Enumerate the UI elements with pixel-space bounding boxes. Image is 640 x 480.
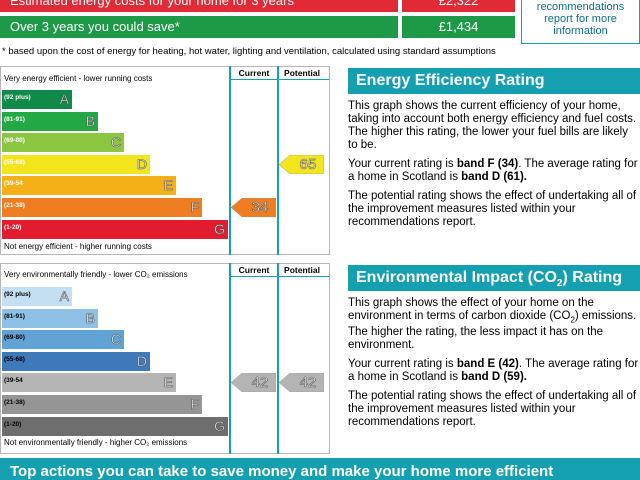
chart-frame: [0, 263, 330, 454]
band-a: (92 plus) A: [2, 287, 72, 306]
text-sub: 2: [570, 315, 575, 325]
band-range: (39-54: [4, 180, 23, 188]
env-panel-current: Your current rating is band E (42). The …: [348, 358, 640, 384]
band-range: (92 plus): [4, 94, 31, 101]
band-range: (81-91): [4, 115, 25, 123]
text-span: This graph shows the effect of your home…: [348, 297, 594, 322]
band-range: (1-20): [4, 223, 22, 231]
current-rating-value: 34: [251, 199, 269, 217]
text-span: ) emissions. The higher the rating, the …: [348, 310, 637, 352]
energy-panel-text: This graph shows the current efficiency …: [348, 100, 640, 235]
chart-bottom-caption: Not environmentally friendly - higher CO…: [4, 438, 188, 447]
band-letter: E: [163, 177, 173, 194]
band-letter: A: [59, 91, 69, 108]
band-letter: C: [110, 134, 122, 151]
potential-rating-arrow: 42: [279, 373, 324, 393]
column-divider: [229, 263, 231, 454]
current-band: band F (34): [456, 158, 519, 170]
band-letter: D: [136, 352, 148, 369]
band-range: (1-20): [4, 420, 22, 428]
band-range: (92 plus): [4, 291, 31, 298]
potential-rating-value: 42: [299, 374, 317, 392]
band-range: (55-68): [4, 158, 25, 166]
band-e: (39-54 E: [2, 373, 176, 393]
band-range: (81-91): [4, 312, 25, 320]
chart-bottom-caption: Not energy efficient - higher running co…: [4, 242, 152, 251]
header-rule: [229, 276, 329, 277]
column-divider: [229, 66, 231, 255]
band-e: (39-54 E: [2, 176, 176, 196]
average-band: band D (61).: [461, 171, 527, 183]
energy-panel-intro: This graph shows the current efficiency …: [348, 100, 637, 151]
energy-panel-potential: The potential rating shows the effect of…: [348, 190, 637, 228]
chart-top-caption: Very environmentally friendly - lower CO…: [4, 270, 188, 279]
title-sub: 2: [556, 278, 563, 290]
text-span: . The average rating for a home in Scotl…: [348, 158, 638, 183]
current-rating-arrow: 42: [231, 373, 276, 393]
chart-top-caption: Very energy efficient - lower running co…: [4, 74, 153, 83]
title-span: ) Rating: [562, 269, 623, 286]
band-range: (21-38): [4, 399, 25, 406]
band-letter: B: [85, 112, 95, 129]
potential-column-header: Potential: [284, 265, 320, 275]
band-letter: G: [214, 220, 225, 237]
band-g: (1-20) G: [2, 416, 228, 436]
band-f: (21-38) F: [2, 395, 202, 414]
text-span: Your current rating is: [348, 158, 457, 170]
cost-footnote: * based upon the cost of energy for heat…: [2, 46, 496, 57]
energy-costs-label: Estimated energy costs for your home for…: [0, 0, 398, 12]
band-letter: D: [136, 155, 148, 172]
band-c: (69-80) C: [2, 330, 124, 350]
current-rating-arrow: 34: [231, 198, 276, 217]
text-span: . The average rating for a home in Scotl…: [348, 358, 639, 384]
band-range: (69-80): [4, 334, 25, 342]
band-b: (81-91) B: [2, 111, 98, 131]
potential-column-header: Potential: [284, 68, 320, 78]
band-d: (55-68) D: [2, 351, 150, 371]
column-divider: [277, 66, 279, 255]
chart-frame: [0, 66, 330, 255]
band-letter: A: [59, 288, 69, 305]
text-span: Your current rating is: [348, 358, 457, 371]
average-band: band D (59).: [461, 371, 527, 384]
savings-value: £1,434: [402, 16, 515, 38]
recommendations-note: recommendations report for more informat…: [521, 0, 640, 44]
band-letter: C: [110, 331, 122, 348]
savings-label: Over 3 years you could save*: [0, 16, 398, 38]
band-letter: F: [190, 396, 199, 413]
band-c: (69-80) C: [2, 133, 124, 153]
band-g: (1-20) G: [2, 219, 228, 239]
header-rule: [229, 79, 329, 80]
band-letter: G: [214, 417, 225, 434]
energy-panel-title: Energy Efficiency Rating: [348, 68, 640, 94]
band-range: (69-80): [4, 137, 25, 145]
potential-rating-arrow: 65: [279, 154, 324, 174]
potential-rating-value: 65: [299, 155, 317, 173]
env-panel-potential: The potential rating shows the effect of…: [348, 390, 637, 429]
band-range: (55-68): [4, 355, 25, 363]
current-rating-value: 42: [251, 374, 269, 392]
environmental-rating-chart: Current Potential Very environmentally f…: [0, 263, 330, 454]
band-range: (21-38): [4, 202, 25, 209]
top-actions-heading: Top actions you can take to save money a…: [0, 458, 640, 480]
env-panel-intro: This graph shows the effect of your home…: [348, 297, 640, 352]
band-range: (39-54: [4, 377, 23, 385]
band-letter: F: [190, 199, 199, 216]
current-column-header: Current: [238, 68, 270, 78]
band-letter: B: [85, 309, 95, 326]
band-a: (92 plus) A: [2, 90, 72, 109]
band-b: (81-91) B: [2, 308, 98, 328]
energy-panel-current: Your current rating is band F (34). The …: [348, 158, 640, 184]
title-span: Environmental Impact (CO: [356, 269, 557, 286]
current-column-header: Current: [238, 265, 270, 275]
band-f: (21-38) F: [2, 198, 202, 217]
column-divider: [277, 263, 279, 454]
env-panel-title: Environmental Impact (CO2) Rating: [348, 265, 640, 291]
energy-rating-chart: Current Potential Very energy efficient …: [0, 66, 330, 255]
band-d: (55-68) D: [2, 154, 150, 174]
current-band: band E (42): [456, 358, 519, 371]
band-letter: E: [163, 374, 173, 391]
energy-costs-value: £2,322: [402, 0, 515, 12]
env-panel-text: This graph shows the effect of your home…: [348, 297, 640, 435]
